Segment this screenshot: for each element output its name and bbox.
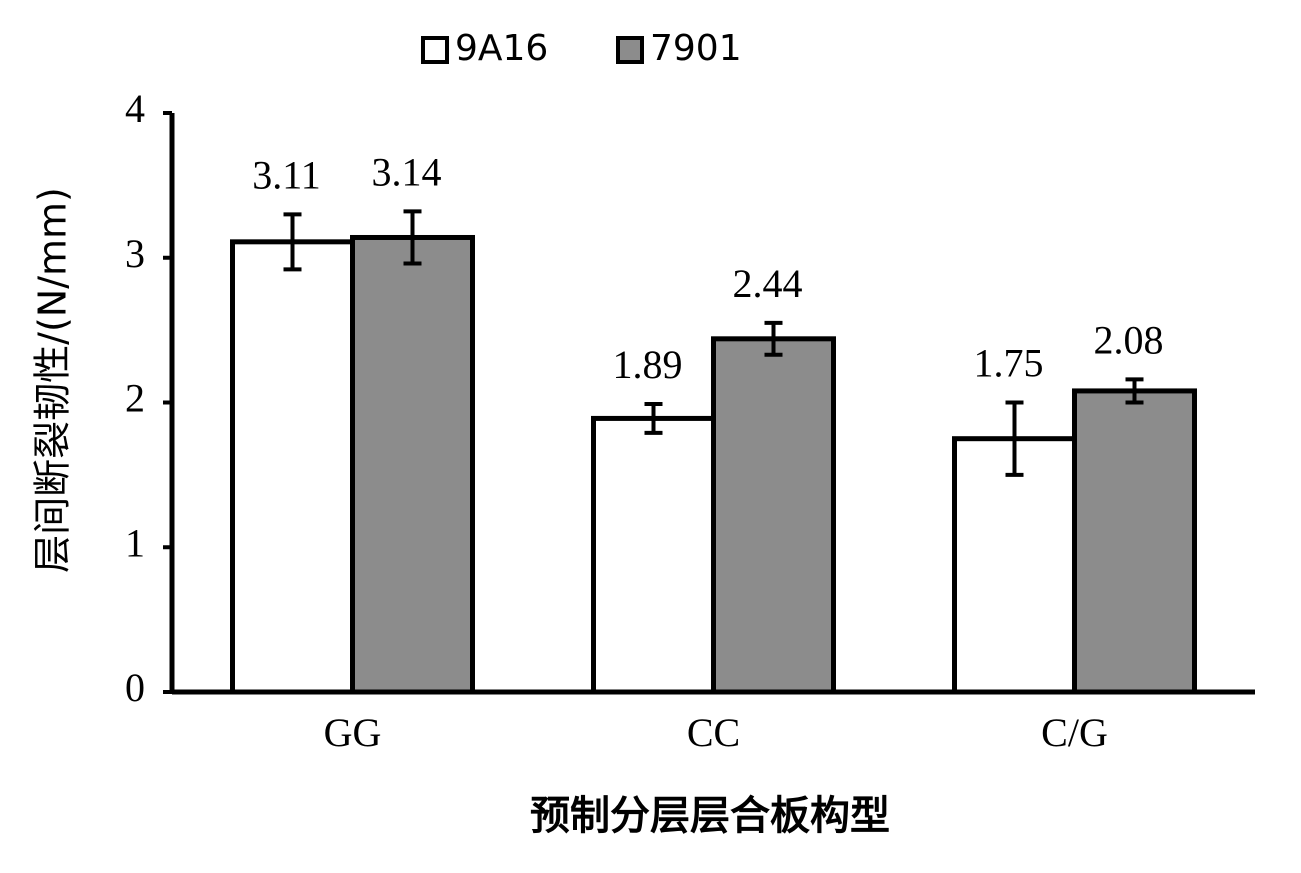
y-tick-label: 1 [125, 520, 145, 565]
error-bar [283, 212, 302, 272]
legend-label: 9A16 [455, 28, 548, 69]
y-tick-label: 4 [125, 86, 145, 131]
bar [350, 234, 475, 695]
data-label: 1.89 [613, 342, 683, 387]
error-bar [644, 401, 663, 435]
y-tick-label: 3 [125, 231, 145, 276]
bar [711, 336, 836, 695]
legend-label: 7901 [650, 28, 742, 69]
data-label: 2.08 [1094, 318, 1164, 363]
legend-swatch [616, 36, 644, 64]
bar [1072, 388, 1197, 695]
x-tick-label: CC [687, 710, 740, 755]
data-label: 1.75 [974, 341, 1044, 386]
error-bar [1125, 377, 1144, 405]
bar [230, 239, 355, 695]
data-label: 2.44 [733, 261, 803, 306]
error-bar [764, 320, 783, 357]
y-axis-title: 层间断裂韧性/(N/mm) [31, 187, 75, 573]
bar [591, 415, 716, 695]
x-tick-label: C/G [1041, 710, 1108, 755]
x-tick-label: GG [324, 710, 382, 755]
data-label: 3.11 [252, 152, 321, 197]
y-tick-label: 2 [125, 376, 145, 421]
y-tick-label: 0 [125, 665, 145, 710]
error-bar [1005, 400, 1024, 477]
error-bar [403, 209, 422, 266]
x-axis-title: 预制分层层合板构型 [530, 793, 890, 839]
legend-swatch [421, 36, 449, 64]
data-label: 3.14 [372, 150, 442, 195]
